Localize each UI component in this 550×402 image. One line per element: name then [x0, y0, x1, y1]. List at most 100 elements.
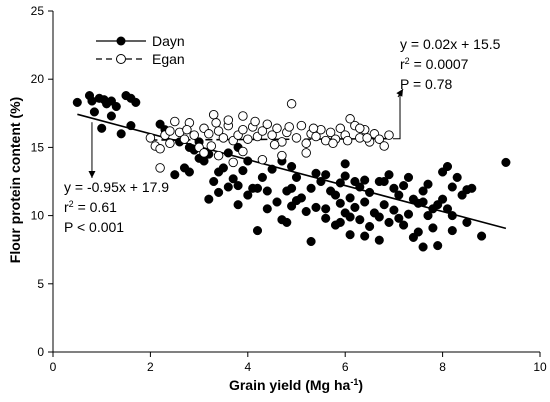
- egan-data-point: [208, 109, 219, 120]
- dayn-data-point: [97, 123, 107, 133]
- dayn-data-point: [267, 164, 277, 174]
- dayn-data-point: [452, 172, 462, 182]
- dayn-data-point: [355, 215, 365, 225]
- dayn-data-point: [379, 200, 389, 210]
- dayn-data-point: [408, 232, 418, 242]
- dayn-data-point: [360, 197, 370, 207]
- egan-data-point: [345, 114, 355, 124]
- egan-arrow-shaft: [393, 92, 401, 140]
- dayn-data-point: [252, 226, 263, 236]
- legend-dayn-marker: [116, 36, 126, 46]
- egan-data-point: [238, 111, 248, 121]
- dayn-data-point: [403, 172, 414, 182]
- dayn-data-point: [106, 111, 116, 121]
- egan-data-point: [199, 148, 209, 158]
- egan-data-point: [384, 130, 394, 140]
- x-tick-label: 2: [147, 360, 154, 374]
- dayn-data-point: [418, 197, 428, 207]
- dayn-data-point: [384, 217, 394, 227]
- dayn-data-point: [360, 175, 370, 185]
- x-axis-title-sup: -1: [350, 377, 358, 387]
- annotation-arrows: [88, 88, 404, 178]
- dayn-data-point: [418, 186, 428, 196]
- egan-data-point: [284, 122, 294, 132]
- dayn-data-point: [399, 181, 409, 191]
- egan-data-point: [155, 163, 165, 173]
- dayn-data-point: [170, 170, 180, 180]
- dayn-data-point: [252, 183, 263, 193]
- y-tick-label: 15: [31, 140, 45, 154]
- egan-data-point: [374, 134, 385, 144]
- dayn-data-point: [301, 206, 311, 217]
- dayn-data-point: [467, 183, 477, 193]
- x-tick-label: 6: [342, 360, 349, 374]
- dayn-data-point: [89, 107, 99, 117]
- dayn-data-point: [277, 215, 287, 225]
- dayn-data-point: [243, 190, 253, 200]
- dayn-data-point: [447, 182, 457, 192]
- dayn-data-point: [389, 205, 399, 215]
- egan-data-point: [257, 154, 268, 165]
- dayn-data-point: [442, 161, 453, 172]
- egan-data-point: [155, 144, 165, 154]
- egan-data-point: [170, 116, 180, 127]
- egan-data-point: [165, 126, 175, 136]
- egan-data-point: [296, 120, 307, 131]
- egan-data-point: [335, 123, 346, 134]
- egan-data-point: [218, 133, 229, 143]
- data-points: [72, 91, 511, 252]
- dayn-r2: r2 = 0.61: [64, 199, 117, 215]
- plot-axes: [52, 11, 540, 353]
- y-axis-title: Flour protein content (%): [7, 97, 23, 263]
- egan-r2-sup: 2: [405, 56, 410, 66]
- dayn-data-point: [218, 163, 228, 173]
- dayn-data-point: [287, 161, 297, 172]
- axis-ticks: 0 2 4 6 8 10 0 5 10 15 20 25: [31, 4, 547, 374]
- dayn-data-point: [126, 121, 136, 131]
- egan-r2: r2 = 0.0007: [400, 56, 469, 72]
- dayn-data-point: [350, 202, 360, 212]
- dayn-data-point: [403, 209, 414, 219]
- egan-data-point: [204, 129, 214, 139]
- dayn-data-point: [340, 171, 350, 181]
- egan-data-point: [145, 133, 156, 143]
- egan-data-point: [355, 123, 365, 134]
- x-axis-title: Grain yield (Mg ha-1): [229, 377, 363, 393]
- dayn-data-point: [384, 170, 394, 180]
- egan-data-point: [223, 115, 234, 125]
- legend-egan-marker: [116, 54, 126, 64]
- dayn-data-point: [438, 194, 448, 204]
- egan-data-point: [362, 133, 372, 143]
- legend-dayn-label: Dayn: [152, 33, 185, 49]
- dayn-data-point: [501, 157, 511, 167]
- dayn-data-point: [379, 176, 389, 187]
- dayn-data-point: [374, 235, 384, 245]
- y-tick-label: 0: [37, 345, 44, 359]
- dayn-data-point: [204, 194, 214, 204]
- dayn-data-point: [462, 217, 472, 227]
- dayn-data-point: [374, 212, 384, 222]
- egan-p-value: P = 0.78: [400, 76, 453, 92]
- egan-data-point: [189, 130, 199, 140]
- egan-data-point: [213, 126, 224, 136]
- egan-data-point: [257, 126, 268, 136]
- dayn-data-point: [262, 204, 272, 214]
- dayn-data-point: [306, 236, 316, 247]
- dayn-data-point: [131, 97, 141, 107]
- egan-data-point: [291, 133, 302, 143]
- dayn-data-point: [199, 156, 209, 166]
- dayn-data-point: [345, 230, 355, 240]
- dayn-data-point: [447, 211, 457, 221]
- legend-egan-label: Egan: [152, 51, 185, 67]
- x-tick-label: 10: [533, 360, 547, 374]
- egan-data-point: [379, 141, 389, 151]
- egan-data-point: [325, 127, 336, 138]
- egan-data-point: [328, 138, 338, 149]
- dayn-data-point: [428, 223, 438, 233]
- dayn-data-point: [321, 213, 331, 223]
- egan-data-point: [206, 141, 217, 151]
- egan-data-point: [228, 157, 238, 168]
- egan-data-point: [301, 138, 311, 149]
- egan-data-point: [238, 124, 248, 135]
